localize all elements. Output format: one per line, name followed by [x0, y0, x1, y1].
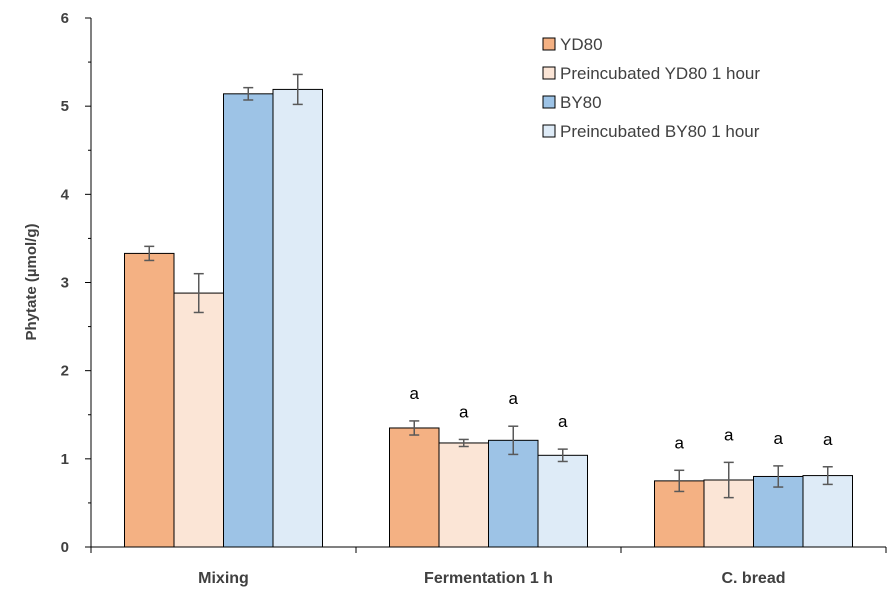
significance-label: a	[410, 384, 420, 403]
legend-label: YD80	[560, 35, 603, 54]
x-category-label: Fermentation 1 h	[424, 570, 553, 587]
legend-swatch	[542, 95, 556, 109]
significance-label: a	[459, 402, 469, 421]
legend-label: BY80	[560, 93, 602, 112]
legend-swatch	[542, 37, 556, 51]
y-tick-label: 5	[61, 98, 69, 115]
y-tick-label: 0	[61, 539, 69, 556]
significance-label: a	[675, 433, 685, 452]
significance-label: a	[509, 389, 519, 408]
legend-label: Preincubated YD80 1 hour	[560, 64, 760, 83]
x-category-label: C. bread	[721, 570, 785, 587]
x-axis-ticks: Mixing Fermentation 1 h C. bread	[90, 547, 887, 587]
y-tick-label: 3	[61, 275, 69, 292]
significance-label: a	[558, 412, 568, 431]
y-axis-ticks: 0 1 2 3 4 5 6	[61, 10, 91, 556]
bar	[173, 292, 224, 548]
significance-labels-layer: a a a a a a a a	[410, 384, 834, 452]
y-tick-label: 4	[61, 186, 70, 203]
y-tick-label: 1	[61, 451, 69, 468]
legend-label: Preincubated BY80 1 hour	[560, 122, 760, 141]
y-axis-title: Phytate (µmol/g)	[23, 224, 40, 341]
bars-layer	[124, 88, 853, 548]
significance-label: a	[774, 429, 784, 448]
error-bars-layer	[144, 73, 833, 499]
y-tick-label: 2	[61, 363, 69, 380]
legend-swatch	[542, 66, 556, 80]
bar	[537, 454, 588, 548]
bar	[124, 252, 175, 548]
bar	[223, 93, 274, 548]
legend: YD80 Preincubated YD80 1 hour BY80 Preincub…	[542, 35, 760, 141]
legend-swatch	[542, 124, 556, 138]
bar	[488, 439, 539, 548]
significance-label: a	[724, 425, 734, 444]
bar	[272, 88, 323, 548]
bar	[802, 475, 853, 548]
y-tick-label: 6	[61, 10, 69, 27]
x-category-label: Mixing	[198, 570, 249, 587]
bar	[389, 427, 440, 548]
significance-label: a	[823, 430, 833, 449]
bar	[438, 442, 489, 548]
